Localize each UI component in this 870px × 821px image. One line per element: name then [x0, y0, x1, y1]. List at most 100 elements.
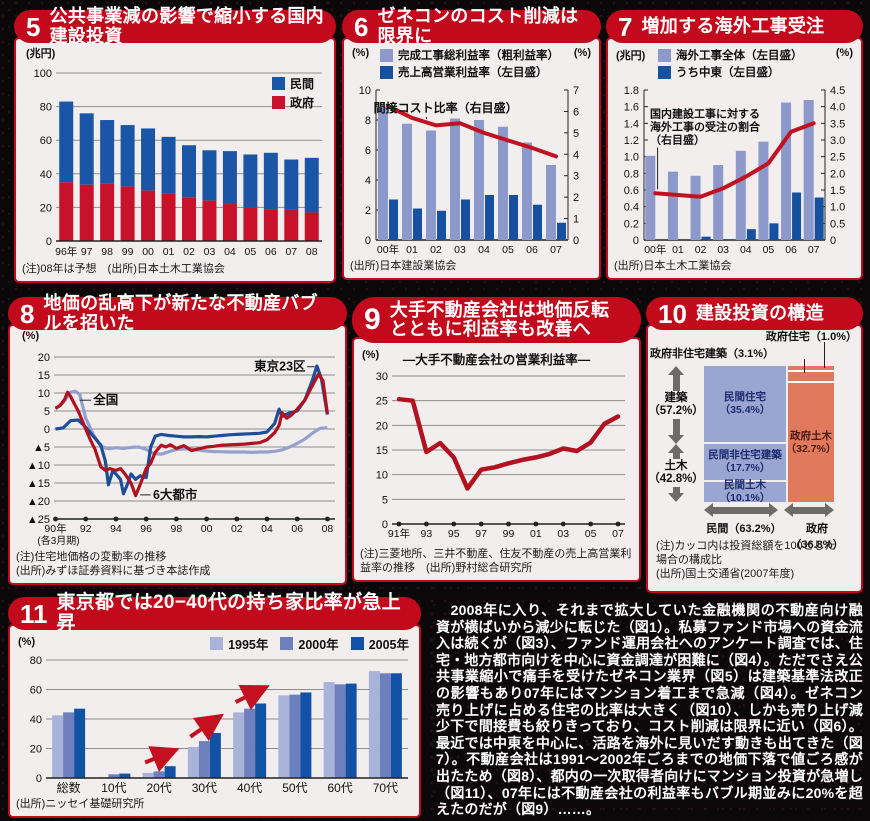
bar-1995年 [142, 772, 154, 778]
figure-10-mosaic: 民間住宅 （35.4%） 民間非住宅建築 （17.7%） 民間土木（10.1%） 政府… [704, 366, 836, 504]
bar-series-2 [437, 210, 446, 240]
axis-label: 20 [30, 744, 42, 756]
legend-label: 売上高営業利益率（左目盛） [398, 67, 548, 79]
bar-series-2 [814, 197, 824, 240]
legend-label: 1995年 [228, 638, 269, 652]
axis-span-label: 土木 （42.8%） [648, 460, 704, 485]
figure-10-note: (注)カッコ内は投資総額を100とした場合の構成比 (出所)国土交通省(2007… [656, 540, 836, 580]
legend-label: うち中東（左目盛） [676, 67, 780, 79]
left-axis-unit: (%) [18, 636, 36, 648]
figure-9-subtitle: ―大手不動産会社の営業利益率― [402, 353, 591, 367]
axis-label: 7 [573, 85, 579, 97]
axis-label: 10 [38, 388, 50, 400]
axis-label: 20代 [146, 781, 171, 795]
bar-series-2 [724, 239, 734, 240]
figure-7-note: (出所)日本土木工業協会 [614, 260, 732, 272]
axis-label: 00 [201, 523, 213, 535]
figure-5-panel: 5 公共事業減の影響で縮小する国内建設投資 (兆円) 民間 政府 0 20 40 60… [14, 6, 336, 288]
axis-label: 97 [475, 528, 487, 540]
bar-government [222, 204, 237, 241]
axis-label: 20 [38, 352, 50, 364]
axis-dot [234, 516, 240, 522]
figure-6-legend: 完成工事総利益率（粗利益率） 売上高営業利益率（左目盛） [380, 47, 593, 80]
axis-label: (各3月期) [37, 534, 79, 547]
axis-label: 96年 [55, 245, 77, 258]
legend-swatch [380, 65, 393, 79]
axis-dot [396, 521, 402, 527]
legend-label: 海外工事全体（左目盛） [676, 50, 803, 62]
axis-label: 2.0 [830, 168, 845, 180]
axis-dot [113, 516, 119, 522]
chart-canvas: 0 20 40 60 80 100 96年 97 98 99 00 01 02 03 04 05 06 07 08 [34, 68, 322, 258]
axis-label: 0 [633, 235, 639, 247]
figure-number: 11 [20, 598, 48, 629]
bar-private [59, 101, 74, 183]
axis-label: 4.0 [830, 102, 845, 114]
bar-government [100, 183, 115, 241]
bar-series-2 [509, 195, 518, 240]
axis-label: 06 [526, 244, 538, 256]
legend-label: 民間 [289, 77, 314, 91]
axis-label: 0.4 [624, 202, 639, 214]
legend-label: 完成工事総利益率（粗利益率） [398, 50, 559, 62]
figure-title: 増加する海外工事受注 [641, 15, 825, 36]
bar-1995年 [278, 695, 290, 778]
arrow-horizontal-icon [703, 503, 779, 517]
figure-7-header: 7 増加する海外工事受注 [606, 10, 863, 43]
figure-9-header: 9 大手不動産会社は地価反転 とともに利益率も改善へ [352, 297, 641, 343]
bar-private [182, 145, 196, 198]
axis-label: 1.4 [624, 118, 639, 130]
bar-private [243, 154, 258, 208]
axis-label: 60代 [327, 781, 352, 795]
bar-series-1 [803, 100, 814, 240]
figure-5-body: (兆円) 民間 政府 0 20 40 60 80 100 96年 97 98 99 00 01 02 03… [14, 37, 336, 283]
bar-2000年 [334, 684, 346, 778]
bar-series-2 [557, 222, 566, 240]
axis-label: 5 [382, 494, 388, 506]
arrow-up-icon [668, 443, 684, 460]
right-axis-unit: (%) [573, 47, 591, 59]
axis-label: ▲10 [27, 460, 50, 472]
axis-dot [533, 521, 539, 527]
axis-label: ▲20 [27, 496, 50, 508]
figure-9-body: (%) ―大手不動産会社の営業利益率― 0 5 10 15 20 25 30 91年 93 95 9… [352, 337, 641, 582]
figure-7-chart: 0 0.2 0.4 0.6 0.8 1.0 1.2 1.4 1.6 1.8 0 0.5 1.0 1.5 2.… [614, 82, 855, 258]
commentary-paragraph: 2008年に入り、それまで拡大していた金融機関の不動産向け融資が横ばいから減少に… [436, 602, 863, 818]
left-axis-unit: (%) [362, 349, 380, 361]
figure-number: 10 [658, 298, 687, 329]
bar-2000年 [289, 694, 301, 778]
callout-government-nonres: 政府非住宅建築（3.1%） [650, 348, 775, 360]
axis-label: 97 [81, 246, 93, 258]
axis-label: 06 [785, 244, 797, 256]
figure-8-body: (%) 20 15 10 5 0 ▲5 ▲10 ▲15 ▲20 ▲25 90年 92 94 96 98 00 0… [8, 324, 347, 585]
axis-label: 08 [306, 246, 318, 258]
left-axis-unit: (%) [22, 330, 40, 342]
axis-label: 03 [717, 244, 729, 256]
figure-9-note: (注)三菱地所、三井不動産、住友不動産の売上高営業利益率の推移 (出所)野村総合… [360, 548, 632, 574]
figure-number: 5 [26, 11, 41, 42]
bar-series-2 [701, 236, 711, 240]
figure-10-body: 政府住宅（1.0%） 政府非住宅建築（3.1%） 建築 （57.2%） 土木 （… [646, 324, 863, 593]
annotation-label: 6大都市 [153, 487, 198, 502]
axis-label: 07 [808, 244, 820, 256]
axis-label: 0.2 [624, 218, 639, 230]
series-line [396, 396, 621, 491]
bar-series-1 [450, 118, 460, 240]
legend-swatch [380, 48, 393, 62]
axis-label: 4 [365, 175, 371, 187]
bar-government [243, 207, 258, 241]
bar-government [202, 200, 217, 241]
bar-government [79, 184, 94, 241]
bar-series-1 [667, 171, 678, 240]
bar-1995年 [187, 747, 199, 778]
figure-9-panel: 9 大手不動産会社は地価反転 とともに利益率も改善へ (%) ―大手不動産会社の… [352, 297, 641, 589]
axis-span-label: 建築 （57.2%） [648, 392, 704, 417]
figure-11-panel: 11 東京都では20−40代の持ち家比率が急上昇 (%) 1995年 2000年… [8, 592, 421, 818]
axis-dot [325, 516, 330, 522]
right-axis-unit: (%) [835, 47, 853, 59]
axis-label: 50代 [282, 781, 307, 795]
axis-label: 10代 [101, 781, 126, 795]
line-series [653, 121, 816, 199]
